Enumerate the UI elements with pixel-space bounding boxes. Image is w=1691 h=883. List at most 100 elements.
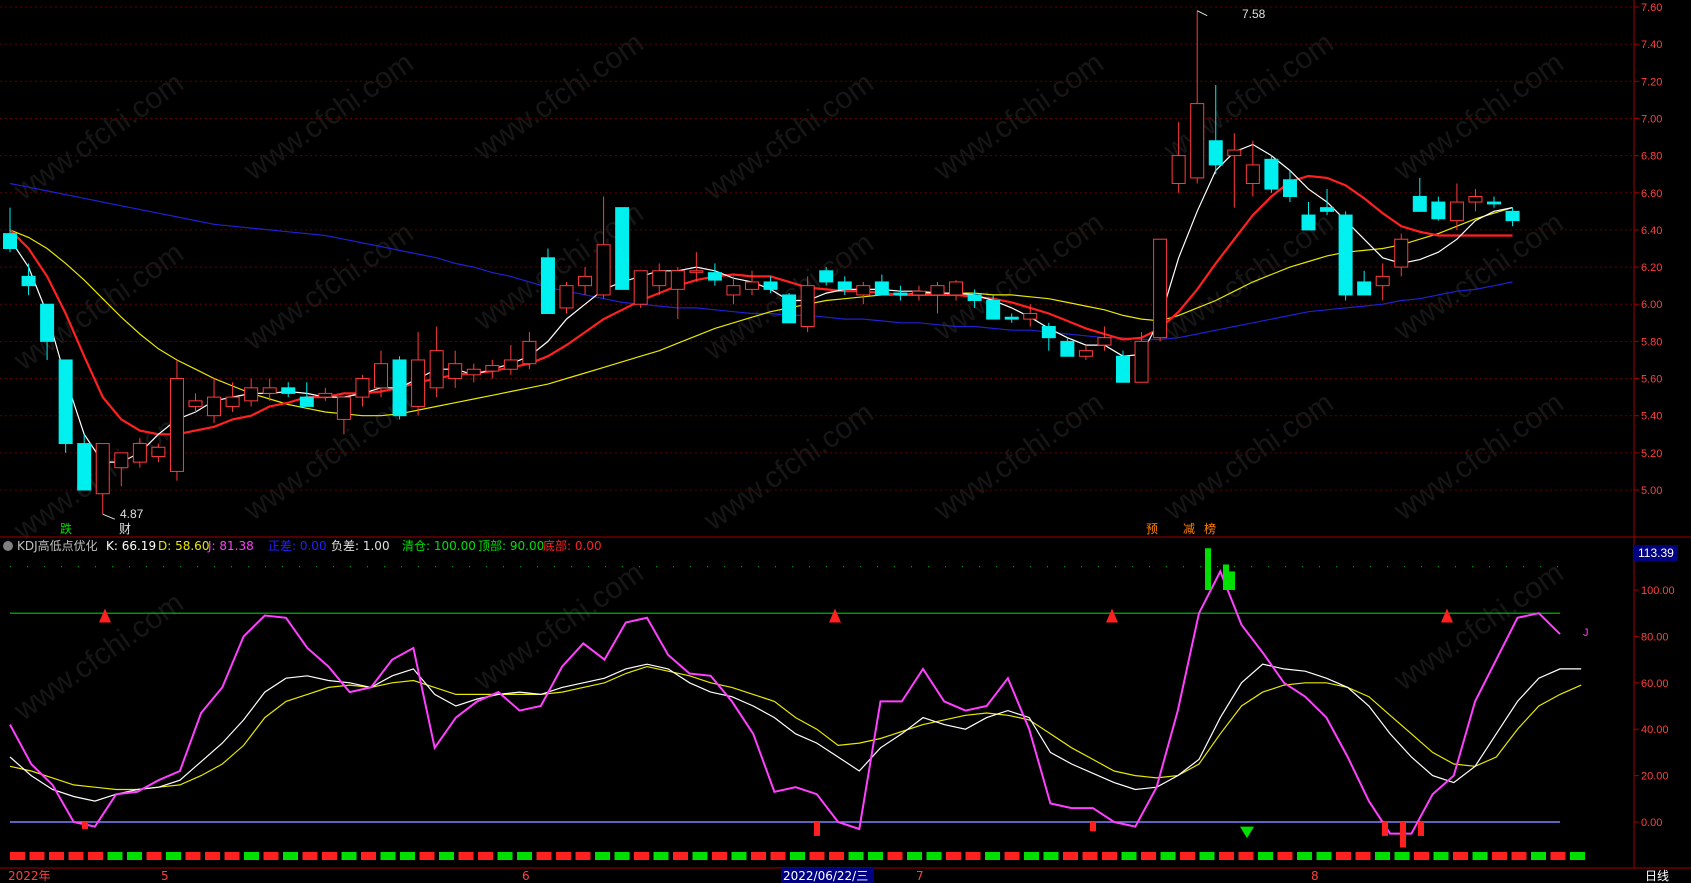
high-price-label: 7.58 bbox=[1242, 7, 1266, 21]
candle-body bbox=[633, 270, 648, 305]
candle bbox=[1449, 183, 1464, 230]
price-tick-label: 7.40 bbox=[1641, 39, 1662, 51]
candle bbox=[1171, 122, 1186, 193]
candle bbox=[949, 280, 964, 301]
signal-bar bbox=[29, 852, 45, 860]
candle-body bbox=[3, 233, 17, 249]
kdj-pos-value: 正差: 0.00 bbox=[268, 539, 327, 553]
oversold-bar bbox=[1400, 822, 1406, 848]
signal-bar bbox=[1277, 852, 1293, 860]
candle bbox=[578, 267, 593, 295]
oversold-bar bbox=[1418, 822, 1424, 836]
signal-bar bbox=[478, 852, 493, 860]
candle bbox=[262, 378, 277, 401]
signal-bar bbox=[1258, 852, 1273, 860]
signal-bars bbox=[10, 852, 1585, 860]
candlesticks[interactable] bbox=[3, 10, 1520, 515]
candle-body bbox=[77, 443, 92, 491]
candle-body bbox=[411, 359, 426, 407]
candle-body bbox=[874, 281, 889, 296]
candle bbox=[1004, 313, 1019, 323]
candle bbox=[1375, 263, 1390, 301]
ma10-line bbox=[9, 174, 1513, 436]
overbought-bar bbox=[1223, 564, 1229, 590]
candle-body bbox=[1153, 238, 1168, 339]
signal-bar bbox=[1336, 852, 1351, 860]
low-pointer bbox=[102, 513, 115, 520]
high-pointer bbox=[1196, 10, 1208, 17]
signal-bar bbox=[1414, 852, 1429, 860]
candle bbox=[967, 289, 982, 308]
candle-body bbox=[1394, 238, 1409, 268]
candle-body bbox=[1431, 201, 1446, 220]
candle-body bbox=[1264, 158, 1279, 190]
candle-body bbox=[503, 359, 518, 370]
marker-yu: 预 bbox=[1146, 522, 1158, 536]
signal-bar bbox=[1238, 852, 1254, 860]
date-label-june: 6 bbox=[522, 869, 530, 883]
candle-body bbox=[188, 400, 203, 407]
candle bbox=[169, 359, 184, 481]
candle bbox=[874, 274, 889, 296]
candle bbox=[1153, 238, 1168, 342]
signal-bar bbox=[985, 852, 1000, 860]
bottom-signal-triangle bbox=[1240, 826, 1254, 839]
candle-body bbox=[40, 303, 55, 342]
period-label[interactable]: 日线 bbox=[1645, 869, 1669, 883]
candle-body bbox=[429, 350, 444, 389]
candle-body bbox=[374, 363, 388, 389]
candle bbox=[652, 263, 667, 295]
kdj-lines bbox=[9, 568, 1582, 835]
candle-body bbox=[336, 396, 351, 420]
signal-bar bbox=[361, 852, 376, 860]
price-tick-label: 5.20 bbox=[1641, 448, 1662, 460]
signal-bar bbox=[107, 852, 123, 860]
signal-bar bbox=[166, 852, 181, 860]
candle bbox=[559, 281, 574, 314]
candle bbox=[1060, 337, 1075, 357]
signal-bar bbox=[770, 852, 786, 860]
signal-bar bbox=[400, 852, 415, 860]
candle-body bbox=[893, 292, 908, 296]
dropdown-icon[interactable] bbox=[3, 541, 13, 551]
candle bbox=[429, 326, 444, 398]
top-signal-triangle bbox=[1106, 608, 1118, 623]
signal-bar bbox=[517, 852, 532, 860]
candle bbox=[522, 332, 537, 370]
date-label-may: 5 bbox=[161, 869, 169, 883]
kdj_d-line bbox=[9, 665, 1582, 791]
candle bbox=[503, 345, 518, 375]
candle-body bbox=[132, 443, 147, 463]
candle bbox=[707, 263, 722, 286]
candle bbox=[819, 267, 834, 286]
candle bbox=[1190, 10, 1205, 184]
candle-body bbox=[596, 244, 611, 296]
kdj-axis: 100.00 80.00 60.00 40.00 20.00 0.00 bbox=[1634, 585, 1675, 829]
candle bbox=[540, 248, 555, 315]
kdj-d-value: D: 58.60 bbox=[158, 539, 209, 553]
candle bbox=[299, 382, 314, 407]
signal-bar bbox=[322, 852, 337, 860]
candle-body bbox=[58, 359, 73, 445]
candle bbox=[837, 276, 852, 295]
candle bbox=[856, 281, 871, 305]
signal-bar bbox=[1102, 852, 1117, 860]
kdj-k-value: K: 66.19 bbox=[106, 539, 156, 553]
candle bbox=[207, 378, 222, 424]
kdj-tick-label: 80.00 bbox=[1641, 631, 1669, 643]
candle-body bbox=[1505, 210, 1520, 222]
candle-body bbox=[1134, 340, 1149, 383]
signal-bar bbox=[1375, 852, 1390, 860]
signal-bar bbox=[1316, 852, 1332, 860]
marker-bang: 榜 bbox=[1204, 521, 1216, 536]
signal-bar bbox=[790, 852, 805, 860]
candle bbox=[1041, 322, 1056, 351]
signal-bar bbox=[829, 852, 844, 860]
kdj-tick-label: 60.00 bbox=[1641, 678, 1669, 690]
candle-body bbox=[540, 257, 555, 315]
signal-bar bbox=[224, 852, 240, 860]
candle-body bbox=[1171, 155, 1186, 184]
price-tick-label: 5.40 bbox=[1641, 411, 1662, 423]
signal-bar bbox=[439, 852, 454, 860]
